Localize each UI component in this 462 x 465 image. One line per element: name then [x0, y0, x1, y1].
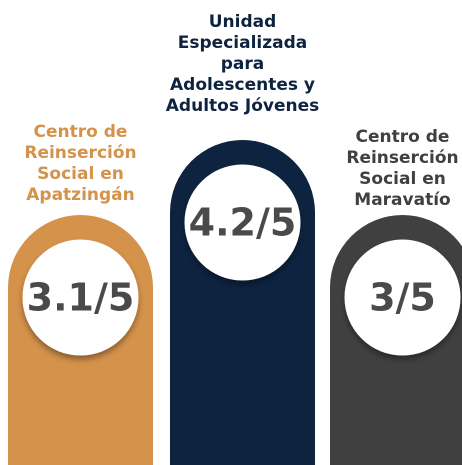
rating-circle [344, 239, 461, 356]
label-line: Unidad [209, 12, 277, 32]
label-line: Adolescentes y [170, 75, 315, 95]
label-line: Social en [37, 164, 124, 184]
rating: 4.2/5 [189, 201, 297, 245]
label-line: Centro de [34, 122, 128, 142]
label-line: Social en [359, 169, 446, 189]
label-line: Centro de [356, 127, 450, 147]
rating: 3/5 [369, 276, 436, 320]
label-line: para [221, 54, 265, 74]
label-line: Adultos Jóvenes [166, 96, 319, 116]
rating: 3.1/5 [27, 276, 135, 320]
label-line: Reinserción [24, 143, 136, 163]
rating-circle [184, 164, 301, 281]
label-line: Reinserción [346, 148, 458, 168]
label-line: Maravatío [354, 190, 450, 210]
label-line: Apatzingán [26, 185, 135, 205]
rating-circle [22, 239, 139, 356]
label-line: Especializada [178, 33, 307, 53]
